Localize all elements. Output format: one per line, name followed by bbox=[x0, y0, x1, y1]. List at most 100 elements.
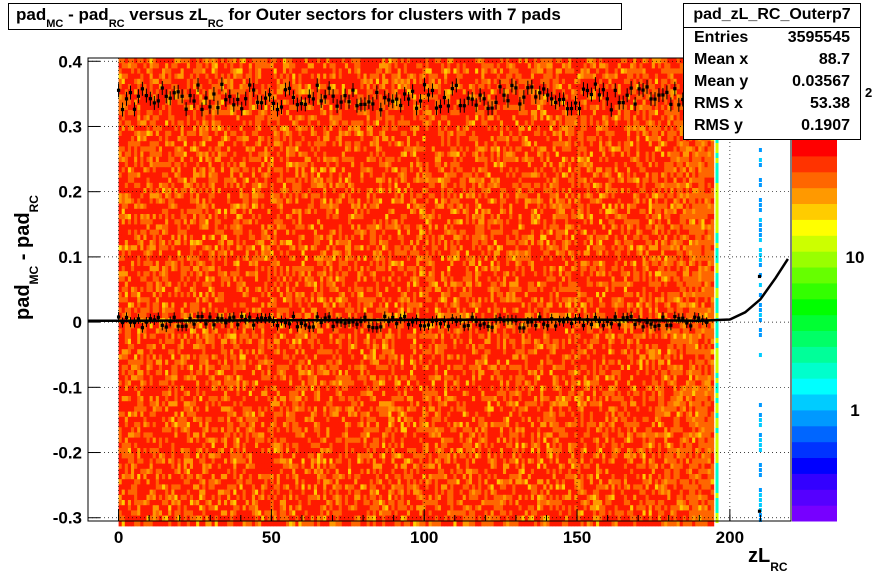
heatmap-cell bbox=[180, 120, 185, 126]
heatmap-cell bbox=[140, 307, 144, 314]
heatmap-cell bbox=[183, 448, 188, 454]
heatmap-cell bbox=[220, 266, 225, 272]
heatmap-cell bbox=[267, 276, 271, 282]
heatmap-cell bbox=[168, 432, 172, 438]
heatmap-cell bbox=[196, 73, 200, 80]
heatmap-cell bbox=[224, 255, 228, 262]
heatmap-cell bbox=[186, 463, 191, 470]
heatmap-cell bbox=[267, 224, 271, 230]
heatmap-cell bbox=[289, 177, 293, 184]
heatmap-cell bbox=[189, 120, 194, 126]
heatmap-cell bbox=[171, 115, 175, 121]
heatmap-cell bbox=[279, 520, 284, 527]
heatmap-cell bbox=[155, 463, 160, 470]
heatmap-cell bbox=[282, 151, 287, 158]
heatmap-cell bbox=[233, 458, 237, 464]
heatmap-cell bbox=[171, 354, 175, 360]
heatmap-cell bbox=[248, 484, 253, 490]
heatmap-cell bbox=[227, 172, 231, 178]
heatmap-cell bbox=[220, 484, 225, 490]
heatmap-cell bbox=[149, 162, 154, 168]
heatmap-cell bbox=[137, 484, 141, 490]
heatmap-cell bbox=[214, 458, 219, 464]
heatmap-cell bbox=[214, 203, 219, 210]
heatmap-cell bbox=[124, 292, 129, 298]
heatmap-cell bbox=[276, 468, 281, 475]
heatmap-cell bbox=[255, 130, 259, 137]
heatmap-cell bbox=[289, 188, 293, 194]
heatmap-cell bbox=[146, 494, 150, 501]
heatmap-cell bbox=[248, 390, 253, 397]
heatmap-cell bbox=[270, 364, 274, 371]
heatmap-cell bbox=[171, 453, 175, 459]
heatmap-cell bbox=[214, 354, 219, 360]
heatmap-cell bbox=[276, 359, 281, 366]
heatmap-cell bbox=[171, 323, 175, 329]
heatmap-cell bbox=[236, 245, 240, 251]
heatmap-cell bbox=[227, 162, 231, 168]
heatmap-cell bbox=[162, 515, 166, 522]
heatmap-cell bbox=[205, 84, 209, 90]
heatmap-cell bbox=[199, 58, 203, 64]
heatmap-cell bbox=[186, 323, 191, 329]
heatmap-cell bbox=[251, 219, 256, 225]
heatmap-cell bbox=[261, 260, 265, 267]
heatmap-cell bbox=[193, 146, 197, 152]
heatmap-cell bbox=[273, 271, 278, 277]
heatmap-cell bbox=[239, 453, 243, 459]
heatmap-cell bbox=[134, 375, 138, 381]
heatmap-cell bbox=[267, 484, 271, 490]
heatmap-cell bbox=[186, 416, 191, 423]
heatmap-cell bbox=[121, 125, 126, 132]
heatmap-cell bbox=[205, 78, 209, 85]
heatmap-cell bbox=[177, 416, 181, 423]
heatmap-cell bbox=[282, 458, 287, 464]
heatmap-cell bbox=[273, 458, 278, 464]
heatmap-cell bbox=[140, 78, 144, 85]
heatmap-cell bbox=[217, 468, 222, 475]
heatmap-cell bbox=[248, 489, 253, 496]
heatmap-cell bbox=[118, 260, 123, 267]
heatmap-cell bbox=[233, 385, 237, 392]
heatmap-cell bbox=[193, 177, 197, 184]
heatmap-cell bbox=[208, 208, 212, 215]
heatmap-cell bbox=[180, 292, 185, 298]
heatmap-cell bbox=[230, 500, 234, 506]
heatmap-cell bbox=[242, 84, 247, 90]
heatmap-cell bbox=[230, 58, 234, 64]
heatmap-cell bbox=[286, 172, 290, 178]
heatmap-cell bbox=[177, 78, 181, 85]
heatmap-cell bbox=[270, 245, 274, 251]
heatmap-cell bbox=[171, 255, 175, 262]
heatmap-cell bbox=[165, 396, 169, 402]
heatmap-cell bbox=[137, 474, 141, 480]
heatmap-cell bbox=[165, 141, 169, 147]
heatmap-cell bbox=[245, 141, 250, 147]
heatmap-cell bbox=[174, 359, 178, 366]
heatmap-cell bbox=[239, 333, 243, 340]
heatmap-cell bbox=[177, 505, 181, 511]
heatmap-cell bbox=[286, 385, 290, 392]
heatmap-cell bbox=[267, 375, 271, 381]
heatmap-cell bbox=[214, 302, 219, 308]
heatmap-cell bbox=[189, 271, 194, 277]
heatmap-cell bbox=[149, 58, 154, 64]
heatmap-cell bbox=[214, 146, 219, 152]
heatmap-cell bbox=[273, 276, 278, 282]
heatmap-cell bbox=[186, 198, 191, 204]
heatmap-cell bbox=[224, 73, 228, 80]
heatmap-cell bbox=[261, 281, 265, 288]
heatmap-cell bbox=[134, 349, 138, 355]
heatmap-cell bbox=[193, 182, 197, 189]
heatmap-cell bbox=[242, 312, 247, 319]
heatmap-cell bbox=[155, 214, 160, 220]
heatmap-cell bbox=[214, 359, 219, 366]
heatmap-cell bbox=[261, 250, 265, 256]
heatmap-cell bbox=[236, 177, 240, 184]
heatmap-cell bbox=[248, 458, 253, 464]
heatmap-cell bbox=[286, 463, 290, 470]
heatmap-cell bbox=[233, 422, 237, 428]
heatmap-cell bbox=[205, 271, 209, 277]
heatmap-cell bbox=[248, 307, 253, 314]
